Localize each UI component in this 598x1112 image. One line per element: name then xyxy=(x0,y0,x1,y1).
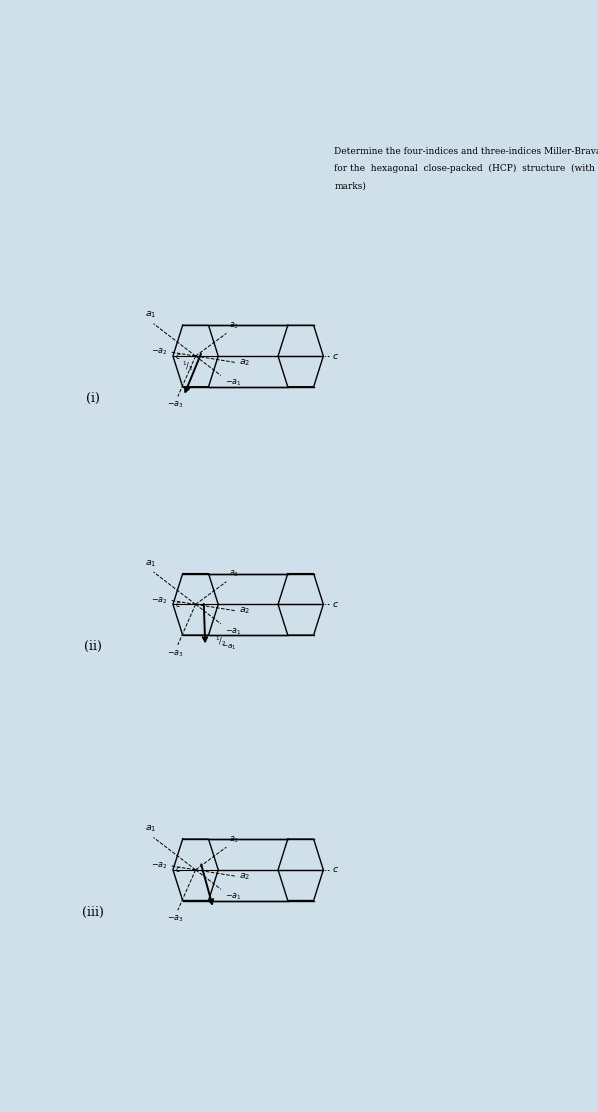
Text: $c$: $c$ xyxy=(332,865,339,874)
Text: for the  hexagonal  close-packed  (HCP)  structure  (with  detailed  steps).  (1: for the hexagonal close-packed (HCP) str… xyxy=(334,165,598,173)
Text: $c$: $c$ xyxy=(175,865,181,874)
Text: $-a_1$: $-a_1$ xyxy=(221,643,236,653)
Text: $-a_2$: $-a_2$ xyxy=(151,595,168,606)
Text: $c$: $c$ xyxy=(332,599,339,609)
Text: $-a_3$: $-a_3$ xyxy=(167,648,184,658)
Text: $-a_3$: $-a_3$ xyxy=(167,913,184,924)
Text: (i): (i) xyxy=(86,391,100,405)
Text: $-a_1$: $-a_1$ xyxy=(225,626,242,637)
Text: $a_1$: $a_1$ xyxy=(145,310,156,320)
Text: $-a_1$: $-a_1$ xyxy=(225,378,242,388)
Text: $a_1$: $a_1$ xyxy=(145,558,156,569)
Text: $^1/_2$: $^1/_2$ xyxy=(215,634,227,648)
Text: $-a_2$: $-a_2$ xyxy=(151,861,168,871)
Text: $a_2$: $a_2$ xyxy=(239,606,251,616)
Text: $c$: $c$ xyxy=(175,599,181,609)
Text: $c$: $c$ xyxy=(332,351,339,360)
Text: $a_2$: $a_2$ xyxy=(239,871,251,882)
Text: $a_1$: $a_1$ xyxy=(145,824,156,834)
Text: (ii): (ii) xyxy=(84,641,102,653)
Text: $-a_2$: $-a_2$ xyxy=(151,347,168,357)
Text: Determine the four-indices and three-indices Miller-Bravais directions shown bel: Determine the four-indices and three-ind… xyxy=(334,147,598,157)
Text: (iii): (iii) xyxy=(83,905,104,919)
Text: $c$: $c$ xyxy=(175,351,181,360)
Text: marks): marks) xyxy=(334,181,366,190)
Text: $-a_1$: $-a_1$ xyxy=(225,892,242,902)
Text: $a_3$: $a_3$ xyxy=(229,320,239,331)
Text: $^1/_2$: $^1/_2$ xyxy=(182,359,194,374)
Text: $a_3$: $a_3$ xyxy=(229,834,239,845)
Text: $a_2$: $a_2$ xyxy=(239,357,251,368)
Text: $-a_3$: $-a_3$ xyxy=(167,399,184,410)
Text: $a_3$: $a_3$ xyxy=(229,569,239,579)
